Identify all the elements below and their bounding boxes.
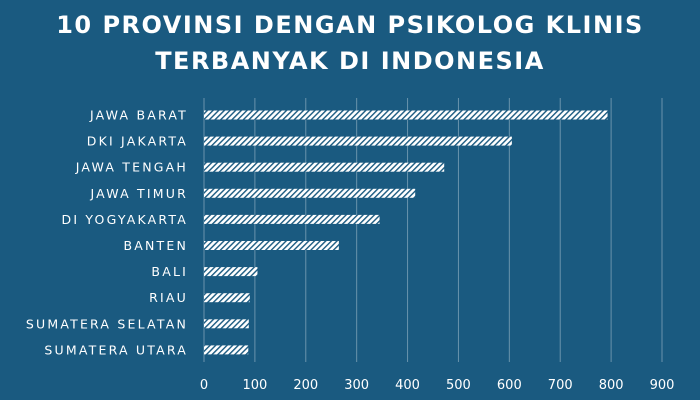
bar [204, 319, 249, 329]
bar [204, 241, 339, 250]
x-tick-label: 500 [446, 378, 471, 393]
bar [204, 293, 250, 303]
category-label: DKI JAKARTA [87, 134, 188, 149]
bar [204, 110, 608, 120]
x-axis-tick-labels: 0 100 200 300 400 500 600 700 800 900 [200, 378, 675, 393]
category-label: JAWA TENGAH [75, 160, 188, 175]
x-tick-label: 800 [599, 378, 624, 393]
bar [204, 267, 258, 277]
x-tick-label: 0 [200, 378, 208, 393]
x-tick-label: 700 [548, 378, 573, 393]
bars [204, 110, 608, 355]
x-tick-label: 100 [242, 378, 267, 393]
chart-title-line-1: 10 PROVINSI DENGAN PSIKOLOG KLINIS [56, 11, 644, 39]
category-label: JAWA TIMUR [90, 186, 188, 201]
x-tick-label: 600 [497, 378, 522, 393]
x-tick-label: 400 [395, 378, 420, 393]
category-label: BALI [151, 264, 188, 279]
category-label: JAWA BARAT [89, 108, 188, 123]
category-labels: JAWA BARAT DKI JAKARTA JAWA TENGAH JAWA TIM… [26, 108, 188, 358]
x-tick-label: 900 [650, 378, 675, 393]
bar [204, 162, 445, 172]
category-label: DI YOGYAKARTA [62, 212, 188, 227]
bar [204, 136, 512, 146]
bar [204, 214, 380, 224]
category-label: BANTEN [123, 238, 188, 253]
bar [204, 188, 416, 198]
category-label: SUMATERA UTARA [44, 342, 188, 357]
category-label: SUMATERA SELATAN [26, 316, 188, 331]
x-tick-label: 200 [293, 378, 318, 393]
chart-title-line-2: TERBANYAK DI INDONESIA [155, 47, 545, 75]
category-label: RIAU [149, 290, 188, 305]
bar [204, 345, 249, 355]
x-tick-label: 300 [344, 378, 369, 393]
